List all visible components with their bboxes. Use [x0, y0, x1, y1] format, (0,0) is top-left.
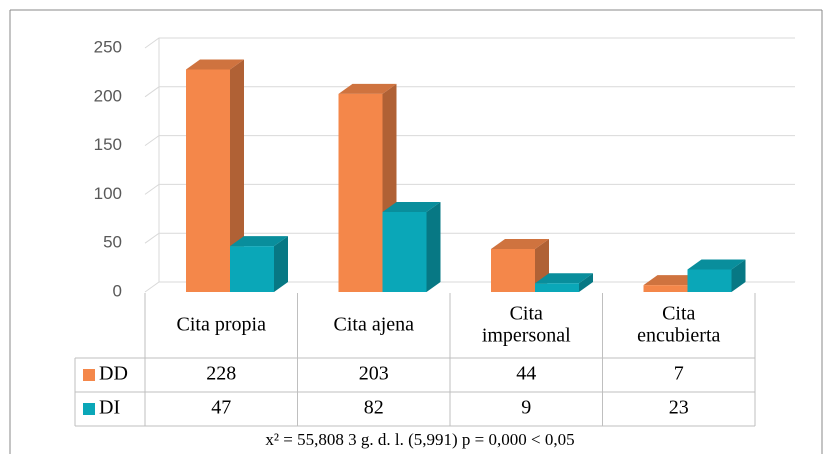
y-tick-label: 100 — [94, 184, 122, 203]
bar-front — [186, 69, 230, 292]
bar-top — [382, 201, 441, 212]
bar-front — [230, 246, 274, 292]
x-tick-label: Cita propia — [177, 313, 267, 335]
table-value: 23 — [669, 397, 689, 419]
bar-side — [731, 259, 746, 292]
legend-swatch — [83, 369, 95, 381]
bar-top — [230, 236, 288, 247]
bar-side — [426, 201, 441, 292]
footnote: x² = 55,808 3 g. d. l. (5,991) p = 0,000… — [265, 430, 574, 449]
bar-side — [579, 273, 593, 292]
bar — [535, 273, 593, 292]
legend-label: DD — [99, 363, 128, 385]
table-value: 9 — [521, 397, 531, 419]
y-tick-label: 50 — [103, 233, 122, 252]
table-value: 82 — [364, 397, 384, 419]
table-value: 203 — [359, 363, 389, 385]
bar-front — [643, 285, 688, 292]
x-tick-label: Cita impersonal — [482, 302, 571, 346]
bar-front — [338, 93, 383, 292]
bar-top — [338, 83, 397, 94]
bar-top — [687, 259, 746, 270]
table-value: 228 — [206, 363, 236, 385]
x-tick-label: Cita encubierta — [637, 302, 720, 346]
bar-top — [186, 59, 244, 70]
y-tick-label: 250 — [94, 37, 122, 56]
legend-swatch — [83, 403, 95, 415]
grid-line — [144, 37, 795, 49]
table-value: 7 — [674, 363, 684, 385]
table-value: 47 — [211, 397, 231, 419]
bar-top — [491, 239, 549, 250]
bar-top — [535, 273, 593, 284]
y-tick-label: 0 — [113, 281, 122, 300]
y-tick-label: 150 — [94, 135, 122, 154]
bar — [186, 59, 244, 292]
x-tick-label: Cita ajena — [333, 313, 414, 335]
bar-side — [230, 59, 244, 292]
bar-front — [382, 211, 427, 292]
bar-front — [687, 269, 732, 292]
bar — [491, 239, 549, 292]
bar-side — [274, 236, 288, 292]
legend-label: DI — [99, 397, 120, 419]
bar — [230, 236, 288, 292]
bar-top — [643, 275, 702, 286]
bar-front — [535, 283, 579, 292]
bar — [687, 259, 746, 292]
y-tick-label: 200 — [94, 86, 122, 105]
bar — [382, 201, 441, 292]
bar-front — [491, 249, 535, 292]
table-value: 44 — [516, 363, 536, 385]
